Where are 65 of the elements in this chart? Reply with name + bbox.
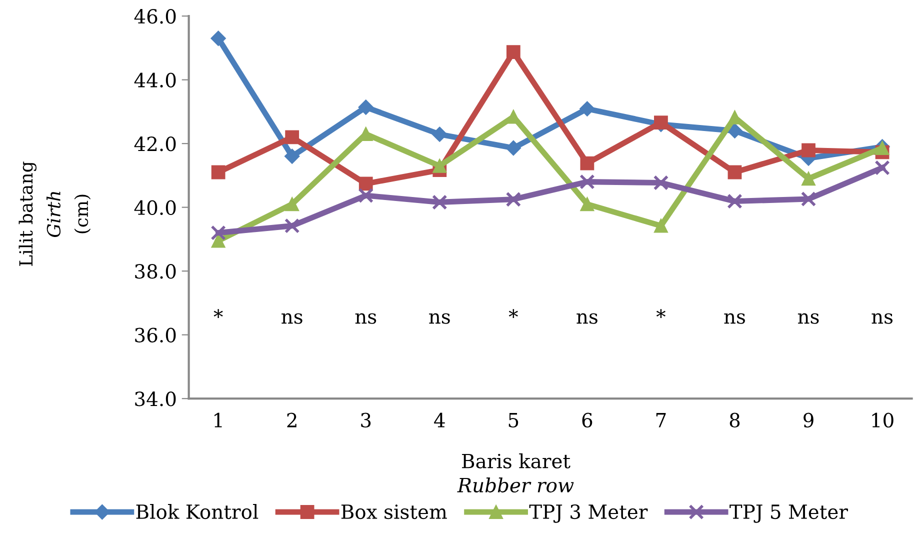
point — [432, 194, 448, 210]
x-tick-label: 1 — [214, 412, 222, 428]
x-tick-label: 8 — [730, 412, 740, 428]
point — [284, 148, 300, 164]
point — [506, 110, 520, 124]
annotation: ns — [282, 313, 302, 324]
legend-label: Blok Kontrol — [136, 504, 258, 520]
point — [653, 175, 669, 190]
x-tick-label: 2 — [287, 412, 296, 428]
point — [432, 126, 448, 142]
point — [580, 156, 594, 170]
point — [506, 192, 522, 207]
annotation: ns — [576, 313, 598, 324]
y-tick-label: 38.0 — [135, 264, 176, 279]
annotation: ns — [355, 313, 376, 324]
y-axis-title: Lilit batang Girth (cm) — [18, 162, 91, 266]
point — [580, 197, 594, 212]
point — [802, 143, 816, 158]
y-tick-label: 42.0 — [134, 136, 176, 152]
point — [800, 191, 816, 207]
point — [285, 130, 300, 144]
point — [432, 158, 447, 173]
point — [358, 176, 373, 191]
point — [506, 45, 520, 60]
x-axis-title: Baris karet Rubber row — [457, 453, 574, 492]
y-tick-label: 46.0 — [134, 9, 176, 24]
point — [580, 174, 595, 190]
point — [210, 30, 226, 46]
annotation: ns — [798, 313, 819, 324]
x-tick-label: 4 — [434, 412, 445, 428]
y-tick-label: 44.0 — [134, 72, 176, 88]
point — [580, 101, 595, 116]
point — [211, 165, 226, 180]
point — [210, 225, 226, 240]
point — [728, 165, 742, 180]
point — [654, 218, 668, 233]
annotation: ns — [429, 313, 450, 324]
point — [506, 140, 521, 156]
x-tick-label: 10 — [872, 412, 894, 428]
annotation: * — [214, 309, 223, 318]
point — [727, 123, 742, 138]
x-tick-label: 6 — [582, 412, 592, 428]
legend-label: TPJ 3 Meter — [529, 504, 648, 523]
annotation: ns — [724, 313, 745, 324]
y-tick-label: 36.0 — [135, 328, 176, 342]
point — [211, 234, 226, 248]
point — [727, 194, 742, 209]
annotation: ns — [872, 313, 893, 324]
point — [358, 100, 374, 115]
point — [874, 160, 890, 176]
x-tick-label: 5 — [508, 413, 518, 428]
point — [802, 172, 816, 186]
y-tick-label: 34.0 — [135, 392, 176, 406]
x-tick-label: 3 — [361, 412, 371, 428]
point — [285, 197, 300, 212]
legend-label: Box sistem — [341, 504, 447, 520]
legend-label: TPJ 5 Meter — [730, 504, 848, 523]
y-tick-label: 40.0 — [134, 200, 176, 215]
x-tick-label: 7 — [656, 413, 666, 428]
x-tick-label: 9 — [804, 412, 814, 428]
annotation: * — [508, 309, 518, 318]
point — [654, 116, 668, 130]
annotation: * — [656, 309, 666, 318]
point — [284, 218, 300, 234]
point — [358, 188, 374, 204]
